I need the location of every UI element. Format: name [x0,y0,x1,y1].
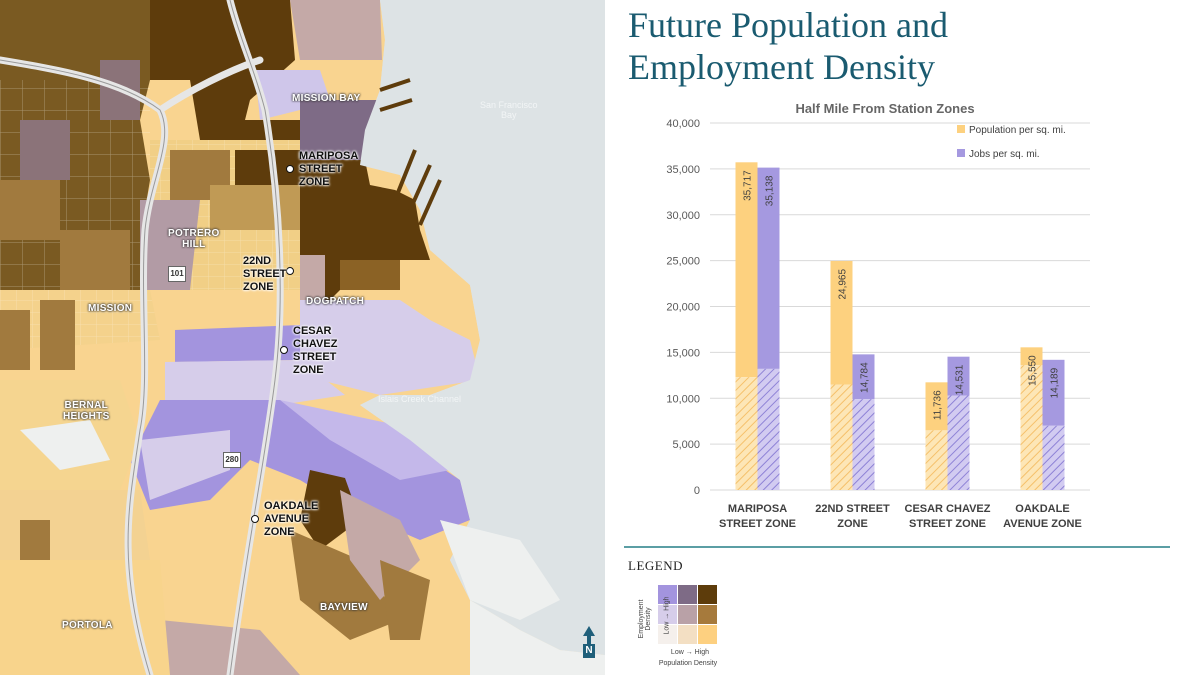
category-label: STREET ZONE [719,518,796,530]
north-label: N [583,644,595,658]
chart-title: Half Mile From Station Zones [795,101,974,116]
bar-hatched-1-0 [757,368,780,490]
y-tick-label: 0 [694,485,700,497]
category-label: 22ND STREET [815,503,890,515]
bar-solid-1-1 [852,354,875,400]
density-bar-chart: Half Mile From Station Zones 0 5,000 10,00… [640,95,1110,535]
bar-hatched-1-1 [852,399,875,490]
data-label: 35,717 [743,170,754,201]
page-title: Future Population and Employment Density [628,5,948,87]
label-bayview: BAYVIEW [320,602,368,613]
label-mission: MISSION [88,303,133,314]
y-tick-label: 15,000 [666,347,700,359]
y-tick-label: 35,000 [666,164,700,176]
data-label: 14,784 [860,362,871,393]
bar-solid-0-1 [830,260,853,385]
legend-entry: Jobs per sq. mi. [969,149,1040,160]
legend-swatch [957,125,965,133]
legend-cell [698,585,717,604]
north-arrow-icon: N [582,626,596,662]
legend-y-axis-label: Employment Density [638,599,652,639]
y-tick-label: 10,000 [666,393,700,405]
density-map: MISSION BAY POTRERO HILL MISSION DOGPATC… [0,0,605,675]
data-label: 14,531 [955,364,966,395]
bar-hatched-1-2 [947,395,970,490]
station-marker-cesar-chavez [280,346,288,354]
legend-cell [658,585,677,604]
i-280-shield: 280 [223,452,241,468]
bar-solid-0-0 [735,162,758,378]
zone-label-oakdale: OAKDALE AVENUE ZONE [264,500,319,538]
data-label: 15,550 [1028,355,1039,386]
zone-label-cesar-chavez: CESAR CHAVEZ STREET ZONE [293,325,338,376]
y-tick-label: 20,000 [666,302,700,314]
y-tick-label: 5,000 [672,439,700,451]
station-marker-oakdale [251,515,259,523]
bar-hatched-0-3 [1020,365,1043,490]
bar-hatched-0-2 [925,430,948,490]
data-label: 14,189 [1050,367,1061,398]
map-graphic [0,0,605,675]
zone-label-mariposa: MARIPOSA STREET ZONE [299,150,359,188]
legend-cell [658,625,677,644]
bar-hatched-0-0 [735,377,758,490]
legend-cell [678,585,697,604]
legend-swatch [957,149,965,157]
legend-cell [698,605,717,624]
category-label: ZONE [837,518,868,530]
data-label: 35,138 [765,175,776,206]
us-101-shield: 101 [168,266,186,282]
legend-cell [698,625,717,644]
legend-cell [658,605,677,624]
category-label: OAKDALE [1015,503,1069,515]
category-label: AVENUE ZONE [1003,518,1082,530]
data-label: 11,736 [933,390,944,420]
y-tick-label: 30,000 [666,210,700,222]
category-label: CESAR CHAVEZ [905,503,991,515]
bar-solid-1-2 [947,356,970,396]
bar-solid-1-0 [757,167,780,369]
label-bernal-heights: BERNAL HEIGHTS [63,400,110,422]
legend-cell [678,625,697,644]
station-marker-22nd [286,267,294,275]
category-label: STREET ZONE [909,518,986,530]
y-tick-label: 25,000 [666,256,700,268]
bar-hatched-1-3 [1042,425,1065,490]
bar-solid-1-3 [1042,359,1065,426]
legend-entry: Population per sq. mi. [969,125,1066,136]
zone-label-22nd: 22ND STREET ZONE [243,255,287,293]
data-label: 24,965 [838,269,849,300]
legend-y-axis-range: Low → High [663,596,671,635]
label-mission-bay: MISSION BAY [292,93,361,104]
legend-x-axis-label: Population Density [658,660,718,667]
label-islais-creek: Islais Creek Channel [378,394,462,404]
bar-hatched-0-1 [830,384,853,490]
legend-x-axis-range: Low → High [670,649,710,656]
bivariate-legend-grid [658,585,718,645]
category-label: MARIPOSA [728,503,787,515]
label-sf-bay: San Francisco Bay [480,100,538,120]
chart-svg: Half Mile From Station Zones 0 5,000 10,00… [666,101,1090,530]
bar-solid-0-2 [925,382,948,431]
legend-title: LEGEND [628,558,683,573]
y-tick-label: 40,000 [666,118,700,130]
section-divider [624,546,1170,548]
label-portola: PORTOLA [62,620,113,631]
legend-cell [678,605,697,624]
station-marker-mariposa [286,165,294,173]
label-dogpatch: DOGPATCH [306,296,365,307]
label-potrero-hill: POTRERO HILL [168,228,220,250]
bar-solid-0-3 [1020,347,1043,366]
